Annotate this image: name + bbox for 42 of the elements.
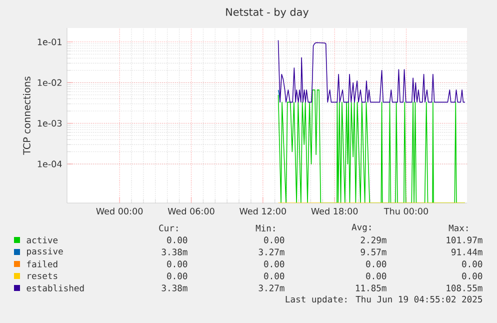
y-tick-label: 1e-03 bbox=[38, 120, 62, 127]
y-tick-label: 1e-02 bbox=[38, 79, 62, 86]
chart-title: Netstat - by day bbox=[226, 8, 309, 18]
text: 91.44m bbox=[451, 248, 482, 256]
x-tick-label: Wed 12:00 bbox=[240, 208, 286, 215]
legend-label: resets bbox=[28, 272, 58, 280]
text: 0.00 bbox=[167, 272, 188, 280]
text: 11.85m bbox=[356, 284, 386, 292]
text: 3.27m bbox=[258, 284, 284, 292]
text: 0.00 bbox=[167, 260, 188, 268]
y-tick-label: 1e-01 bbox=[38, 38, 62, 46]
line-series bbox=[278, 40, 466, 103]
text: 0.00 bbox=[264, 272, 284, 280]
x-tick-label: Thu 00:00 bbox=[384, 208, 428, 215]
text: 0.00 bbox=[462, 272, 482, 280]
y-axis-title: TCP connections bbox=[22, 76, 30, 155]
text: 0.00 bbox=[366, 272, 386, 280]
text: Cur: bbox=[159, 224, 178, 232]
text: 2.29m bbox=[360, 236, 386, 244]
text: Min: bbox=[256, 224, 275, 232]
text: 3.38m bbox=[162, 248, 188, 256]
legend-label: established bbox=[26, 284, 84, 292]
x-tick-label: Wed 00:00 bbox=[96, 208, 143, 215]
text: 0.00 bbox=[264, 236, 284, 244]
text: 0.00 bbox=[366, 260, 386, 268]
text: Max: bbox=[448, 224, 468, 232]
text: Last update: Thu Jun 19 04:55:02 2025 bbox=[286, 296, 482, 304]
text: 101.97m bbox=[446, 236, 482, 244]
legend-label: active bbox=[26, 236, 58, 244]
text: 0.00 bbox=[264, 260, 284, 268]
text: 3.27m bbox=[258, 248, 284, 256]
text: 0.00 bbox=[462, 260, 482, 268]
text: Avg: bbox=[352, 224, 371, 232]
text: 108.55m bbox=[446, 284, 482, 292]
text: 9.57m bbox=[360, 248, 386, 256]
x-tick-label: Wed 06:00 bbox=[168, 208, 214, 215]
text: 3.38m bbox=[162, 284, 188, 292]
y-tick-label: 1e-04 bbox=[38, 160, 62, 168]
legend-label: passive bbox=[27, 248, 63, 256]
x-tick-label: Wed 18:00 bbox=[311, 208, 358, 215]
text: 0.00 bbox=[167, 236, 188, 244]
legend-label: failed bbox=[27, 260, 58, 268]
